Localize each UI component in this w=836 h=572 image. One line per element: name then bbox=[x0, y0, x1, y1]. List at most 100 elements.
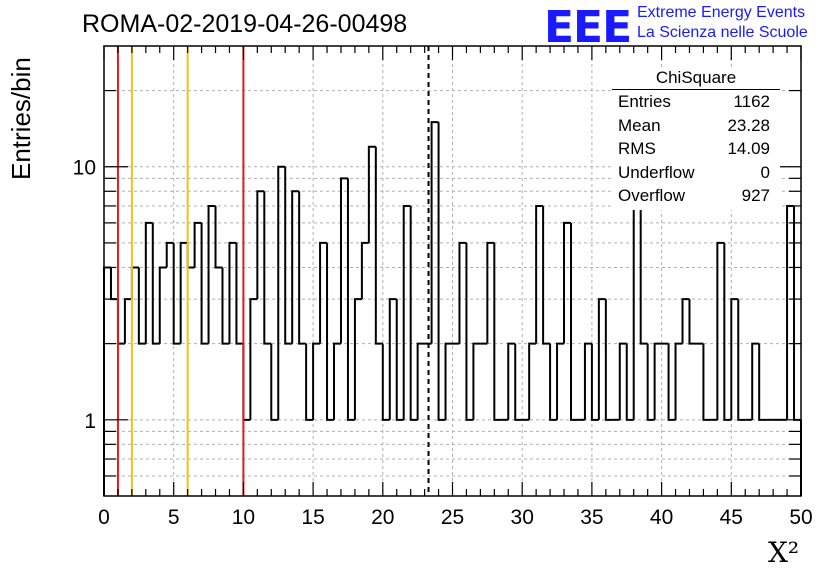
histogram-bin bbox=[137, 267, 146, 345]
x-tick-label: 30 bbox=[511, 506, 534, 529]
histogram-bin bbox=[179, 241, 188, 344]
stats-box: ChiSquare Entries 1162 Mean 23.28 RMS 14… bbox=[612, 68, 780, 210]
stats-value: 0 bbox=[760, 162, 770, 182]
x-tick-label: 25 bbox=[441, 506, 464, 529]
histogram-bin bbox=[249, 298, 258, 420]
histogram-bin bbox=[395, 299, 404, 421]
histogram-bin bbox=[751, 342, 760, 420]
histogram-bin bbox=[667, 343, 676, 421]
histogram-bin bbox=[277, 165, 286, 420]
histogram-bin bbox=[569, 222, 578, 421]
y-tick-label: 1 bbox=[84, 410, 96, 433]
histogram-bin bbox=[409, 205, 418, 421]
histogram-bin bbox=[507, 342, 516, 420]
eee-logo: EEE bbox=[544, 2, 632, 53]
histogram-bin bbox=[542, 205, 551, 345]
histogram-bin bbox=[402, 204, 411, 420]
stats-label: Entries bbox=[618, 92, 671, 111]
histogram-bin bbox=[207, 204, 216, 344]
histogram-bin bbox=[444, 342, 453, 420]
histogram-bin bbox=[653, 342, 662, 420]
histogram-bin bbox=[625, 343, 634, 421]
histogram-bin bbox=[556, 342, 565, 420]
logo-caption-line1: Extreme Energy Events bbox=[637, 4, 806, 21]
histogram-bin bbox=[319, 241, 328, 344]
y-axis-label: Entries/bin bbox=[6, 57, 36, 180]
stats-value: 1162 bbox=[733, 92, 770, 111]
histogram-bin bbox=[514, 343, 523, 421]
histogram-bin bbox=[681, 298, 690, 344]
histogram-bin bbox=[723, 242, 732, 421]
stats-label: Mean bbox=[618, 115, 661, 135]
x-tick-label: 40 bbox=[650, 506, 673, 529]
histogram-bin bbox=[604, 299, 613, 421]
histogram-bin bbox=[263, 191, 272, 345]
histogram-bin bbox=[242, 343, 251, 421]
histogram-bin bbox=[151, 222, 160, 345]
stats-row: RMS 14.09 bbox=[612, 139, 780, 163]
histogram-bin bbox=[793, 205, 801, 421]
histogram-bin bbox=[360, 241, 369, 300]
stats-label: Underflow bbox=[618, 162, 695, 182]
stats-value: 14.09 bbox=[727, 139, 770, 158]
histogram-bin bbox=[430, 121, 439, 344]
histogram-bin bbox=[549, 343, 558, 421]
histogram-bin bbox=[298, 191, 307, 345]
histogram-bin bbox=[646, 343, 655, 421]
histogram-bin bbox=[186, 242, 195, 269]
x-axis-label: X² bbox=[768, 536, 800, 569]
histogram-bin bbox=[758, 343, 767, 421]
histogram-bin bbox=[353, 298, 362, 420]
histogram-bin bbox=[437, 122, 446, 421]
histogram-bin bbox=[333, 342, 341, 420]
stats-label: RMS bbox=[618, 139, 656, 158]
histogram-bin bbox=[116, 299, 125, 345]
x-tick-label: 20 bbox=[371, 506, 394, 529]
stats-value: 23.28 bbox=[727, 115, 770, 135]
logo-caption-line2: La Scienza nelle Scuole bbox=[637, 24, 808, 41]
histogram-bin bbox=[786, 204, 795, 420]
histogram-bin bbox=[103, 266, 111, 496]
histogram-bin bbox=[158, 266, 167, 344]
histogram-bin bbox=[493, 242, 502, 421]
histogram-bin bbox=[535, 204, 544, 344]
histogram-bin bbox=[381, 343, 390, 421]
histogram-bin bbox=[639, 146, 648, 345]
histogram-bin bbox=[416, 342, 425, 420]
histogram-bin bbox=[172, 242, 181, 345]
histogram-bin bbox=[305, 343, 314, 421]
page-title: ROMA-02-2019-04-26-00498 bbox=[82, 10, 408, 38]
x-tick-label: 50 bbox=[789, 506, 812, 529]
histogram-bin bbox=[214, 205, 223, 269]
histogram-bin bbox=[326, 242, 335, 421]
x-tick-label: 0 bbox=[98, 506, 110, 529]
histogram-bin bbox=[193, 221, 202, 268]
histogram-bin bbox=[465, 242, 474, 421]
histogram-bin bbox=[367, 145, 376, 243]
histogram-bin bbox=[702, 343, 711, 421]
histogram-bin bbox=[730, 298, 739, 420]
histogram-bin bbox=[123, 298, 132, 344]
histogram-bin bbox=[563, 221, 571, 344]
histogram-bin bbox=[528, 342, 537, 420]
histogram-bin bbox=[256, 190, 265, 300]
histogram-bin bbox=[144, 221, 153, 344]
y-tick-label: 10 bbox=[73, 157, 96, 180]
stats-value: 927 bbox=[741, 186, 770, 205]
histogram-bin bbox=[486, 241, 495, 344]
histogram-bin bbox=[716, 241, 725, 420]
x-tick-label: 15 bbox=[301, 506, 324, 529]
histogram-bin bbox=[130, 266, 139, 300]
histogram-bin bbox=[388, 298, 397, 420]
histogram-bin bbox=[339, 177, 348, 344]
x-tick-label: 35 bbox=[580, 506, 603, 529]
histogram-bin bbox=[458, 241, 467, 344]
histogram-bin bbox=[109, 267, 118, 301]
histogram-bin bbox=[618, 342, 627, 420]
histogram-bin bbox=[270, 343, 279, 421]
histogram-bin bbox=[200, 222, 209, 345]
histogram-bin bbox=[346, 178, 355, 421]
x-tick-label: 45 bbox=[720, 506, 743, 529]
stats-row: Mean 23.28 bbox=[612, 116, 780, 140]
